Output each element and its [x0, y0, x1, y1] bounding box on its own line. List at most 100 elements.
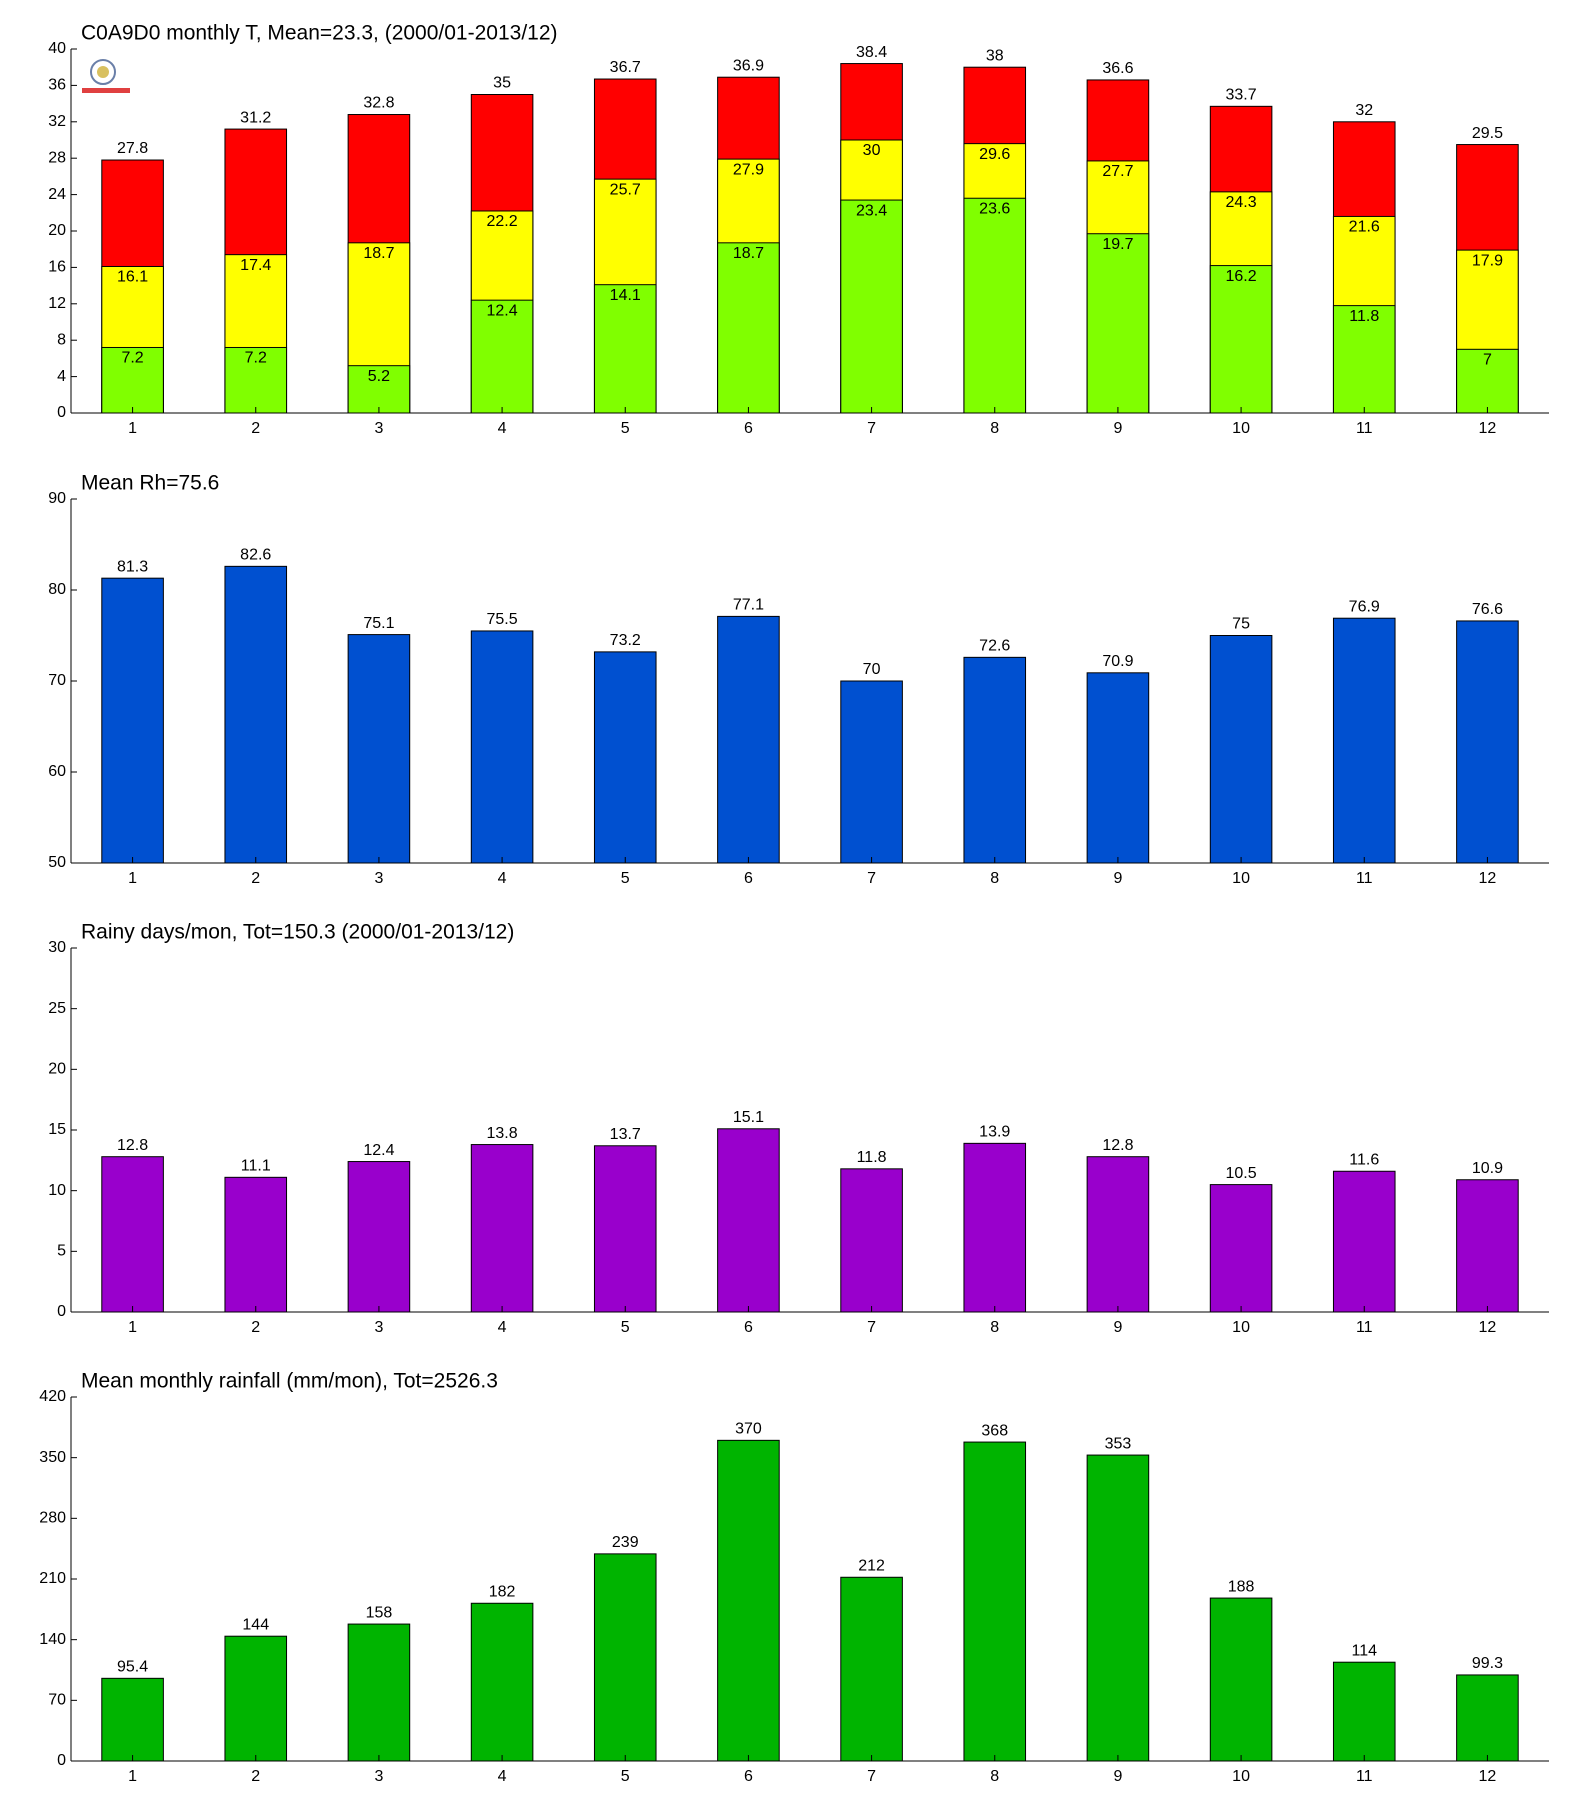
x-tick-label: 4 [498, 870, 507, 887]
y-tick-label: 20 [48, 222, 66, 239]
x-tick-label: 2 [251, 870, 260, 887]
value-label: 33.7 [1226, 87, 1257, 104]
y-tick-label: 12 [48, 295, 66, 312]
bar [101, 577, 164, 864]
value-label: 18.7 [733, 245, 764, 262]
x-tick-label: 9 [1113, 1319, 1122, 1336]
value-label: 76.9 [1349, 598, 1380, 615]
value-label: 5.2 [368, 368, 390, 385]
y-tick-label: 30 [48, 939, 66, 956]
x-tick-label: 6 [744, 870, 753, 887]
bar [963, 656, 1027, 864]
value-label: 17.4 [240, 257, 271, 274]
bar [1332, 1170, 1396, 1313]
value-label: 24.3 [1226, 194, 1257, 211]
bar [593, 1553, 657, 1762]
value-label: 36.7 [610, 59, 641, 76]
value-label: 36.6 [1102, 60, 1133, 77]
y-tick-label: 10 [48, 1182, 66, 1199]
value-label: 19.7 [1102, 236, 1133, 253]
value-label: 16.2 [1226, 268, 1257, 285]
value-label: 38 [986, 47, 1004, 64]
y-tick-label: 28 [48, 149, 66, 166]
value-label: 11.8 [857, 1149, 887, 1166]
x-tick-label: 6 [744, 1768, 753, 1785]
value-label: 23.6 [979, 200, 1010, 217]
value-label: 12.8 [1102, 1137, 1133, 1154]
y-tick-label: 5 [57, 1243, 66, 1260]
value-label: 21.6 [1349, 219, 1380, 236]
chart-title: Mean monthly rainfall (mm/mon), Tot=2526… [81, 1370, 498, 1393]
chart-title: C0A9D0 monthly T, Mean=23.3, (2000/01-20… [81, 22, 558, 45]
value-label: 35 [493, 75, 511, 92]
y-tick-label: 90 [48, 490, 66, 507]
value-label: 13.7 [610, 1126, 641, 1143]
y-tick-label: 0 [57, 1303, 66, 1320]
bar [840, 1576, 903, 1762]
bar [224, 1176, 288, 1313]
value-label: 14.1 [610, 287, 641, 304]
y-tick-label: 280 [39, 1510, 66, 1527]
value-label: 95.4 [117, 1659, 148, 1676]
x-tick-label: 11 [1356, 1319, 1373, 1336]
bar [1086, 1454, 1150, 1762]
bar [1456, 1179, 1519, 1313]
value-label: 11.6 [1349, 1151, 1379, 1168]
x-tick-label: 12 [1479, 1768, 1497, 1785]
value-label: 11.8 [1349, 308, 1379, 325]
bar [1456, 620, 1519, 864]
value-label: 368 [981, 1422, 1008, 1439]
y-tick-label: 25 [48, 1000, 66, 1017]
x-tick-label: 1 [128, 1319, 137, 1336]
value-label: 158 [366, 1604, 393, 1621]
bar [347, 1623, 411, 1762]
value-label: 22.2 [487, 213, 518, 230]
value-label: 27.7 [1102, 163, 1133, 180]
x-tick-label: 7 [867, 1768, 876, 1785]
value-label: 76.6 [1472, 601, 1503, 618]
bar [963, 1142, 1027, 1313]
y-tick-label: 40 [48, 40, 66, 57]
x-tick-label: 5 [621, 870, 630, 887]
x-tick-label: 9 [1113, 1768, 1122, 1785]
value-label: 25.7 [610, 181, 641, 198]
x-tick-label: 10 [1232, 870, 1250, 887]
value-label: 144 [242, 1616, 269, 1633]
x-tick-label: 1 [128, 420, 137, 437]
x-tick-label: 11 [1356, 1768, 1373, 1785]
x-tick-label: 8 [990, 1319, 999, 1336]
x-tick-label: 8 [990, 870, 999, 887]
value-label: 7.2 [245, 350, 267, 367]
value-label: 81.3 [117, 558, 148, 575]
x-tick-label: 3 [374, 1768, 383, 1785]
bar [717, 1128, 780, 1313]
value-label: 77.1 [733, 597, 764, 614]
x-tick-label: 3 [374, 420, 383, 437]
x-tick-label: 9 [1113, 420, 1122, 437]
x-tick-label: 4 [498, 420, 507, 437]
bar [717, 242, 780, 414]
bar [593, 1145, 657, 1313]
bar [1086, 233, 1150, 414]
bar [224, 346, 288, 414]
y-tick-label: 80 [48, 581, 66, 598]
x-tick-label: 11 [1356, 420, 1373, 437]
y-tick-label: 60 [48, 763, 66, 780]
y-tick-label: 70 [48, 1692, 66, 1709]
bar [840, 199, 903, 414]
value-label: 99.3 [1472, 1655, 1503, 1672]
value-label: 17.9 [1472, 252, 1503, 269]
x-tick-label: 3 [374, 870, 383, 887]
x-tick-label: 7 [867, 870, 876, 887]
y-tick-label: 350 [39, 1449, 66, 1466]
x-tick-label: 2 [251, 420, 260, 437]
value-label: 16.1 [117, 269, 148, 286]
y-tick-label: 0 [57, 1752, 66, 1769]
x-tick-label: 12 [1479, 870, 1497, 887]
value-label: 29.5 [1472, 125, 1503, 142]
x-tick-label: 5 [621, 1319, 630, 1336]
x-tick-label: 3 [374, 1319, 383, 1336]
y-tick-label: 15 [48, 1121, 66, 1138]
bar [1456, 1674, 1519, 1762]
x-tick-label: 6 [744, 1319, 753, 1336]
